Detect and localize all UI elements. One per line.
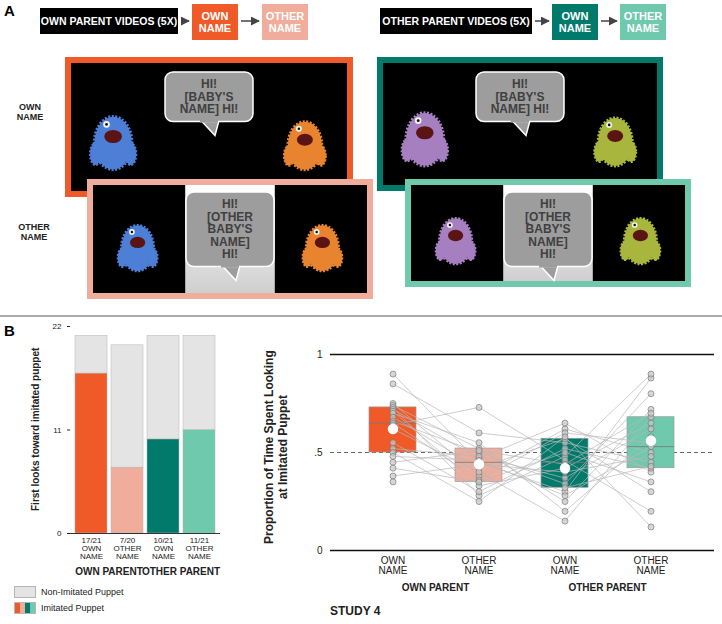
svg-text:HI![BABY'SNAME] HI!: HI![BABY'SNAME] HI!	[491, 77, 550, 116]
svg-text:22: 22	[53, 322, 62, 331]
html-text:Imitated Puppet: Imitated Puppet	[41, 603, 104, 613]
svg-text:OWN PARENT VIDEOS (5X): OWN PARENT VIDEOS (5X)	[41, 15, 177, 27]
svg-text:11/21OTHERNAME: 11/21OTHERNAME	[186, 536, 214, 561]
svg-text:0: 0	[317, 545, 323, 556]
svg-text:OWNNAME: OWNNAME	[379, 555, 408, 576]
html-text:First looks toward imitated pu: First looks toward imitated puppet	[30, 347, 41, 512]
svg-text:10/21OWNNAME: 10/21OWNNAME	[152, 536, 175, 561]
html-text:OTHER PARENT: OTHER PARENT	[568, 582, 647, 593]
svg-text:OTHER PARENT VIDEOS (5X): OTHER PARENT VIDEOS (5X)	[382, 15, 529, 27]
svg-text:11: 11	[53, 426, 62, 435]
svg-text:.5: .5	[314, 447, 323, 458]
svg-text:OWNNAME: OWNNAME	[17, 102, 44, 122]
svg-text:7/20OTHERNAME: 7/20OTHERNAME	[114, 536, 142, 561]
svg-text:OWNNAME: OWNNAME	[199, 10, 231, 34]
svg-text:0: 0	[57, 529, 62, 538]
svg-text:OTHERNAME: OTHERNAME	[18, 222, 50, 242]
html-text:STUDY 4: STUDY 4	[330, 604, 381, 618]
svg-text:A: A	[4, 2, 15, 19]
html-text:OWN PARENT: OWN PARENT	[401, 582, 470, 593]
svg-text:HI![BABY'SNAME] HI!: HI![BABY'SNAME] HI!	[180, 77, 239, 116]
svg-text:OWNNAME: OWNNAME	[551, 555, 580, 576]
html-text:Proportion of Time Spent Looki: Proportion of Time Spent Looking at Imit…	[262, 350, 290, 544]
html-text:Non-Imitated Puppet: Non-Imitated Puppet	[41, 587, 124, 597]
svg-text:OTHERNAME: OTHERNAME	[462, 555, 497, 576]
svg-text:OTHERNAME: OTHERNAME	[634, 555, 669, 576]
svg-text:HI![OTHERBABY'SNAME]HI!: HI![OTHERBABY'SNAME]HI!	[207, 197, 253, 261]
svg-text:17/21OWNNAME: 17/21OWNNAME	[80, 536, 103, 561]
svg-text:HI![OTHERBABY'SNAME]HI!: HI![OTHERBABY'SNAME]HI!	[525, 197, 571, 261]
html-text:B: B	[4, 322, 15, 339]
svg-text:OWNNAME: OWNNAME	[559, 10, 591, 34]
svg-text:1: 1	[317, 349, 323, 360]
svg-text:OTHERNAME: OTHERNAME	[266, 10, 305, 34]
html-text:OWN PARENT OTHER PARENT: OWN PARENT OTHER PARENT	[75, 566, 221, 577]
svg-text:OTHERNAME: OTHERNAME	[624, 10, 663, 34]
